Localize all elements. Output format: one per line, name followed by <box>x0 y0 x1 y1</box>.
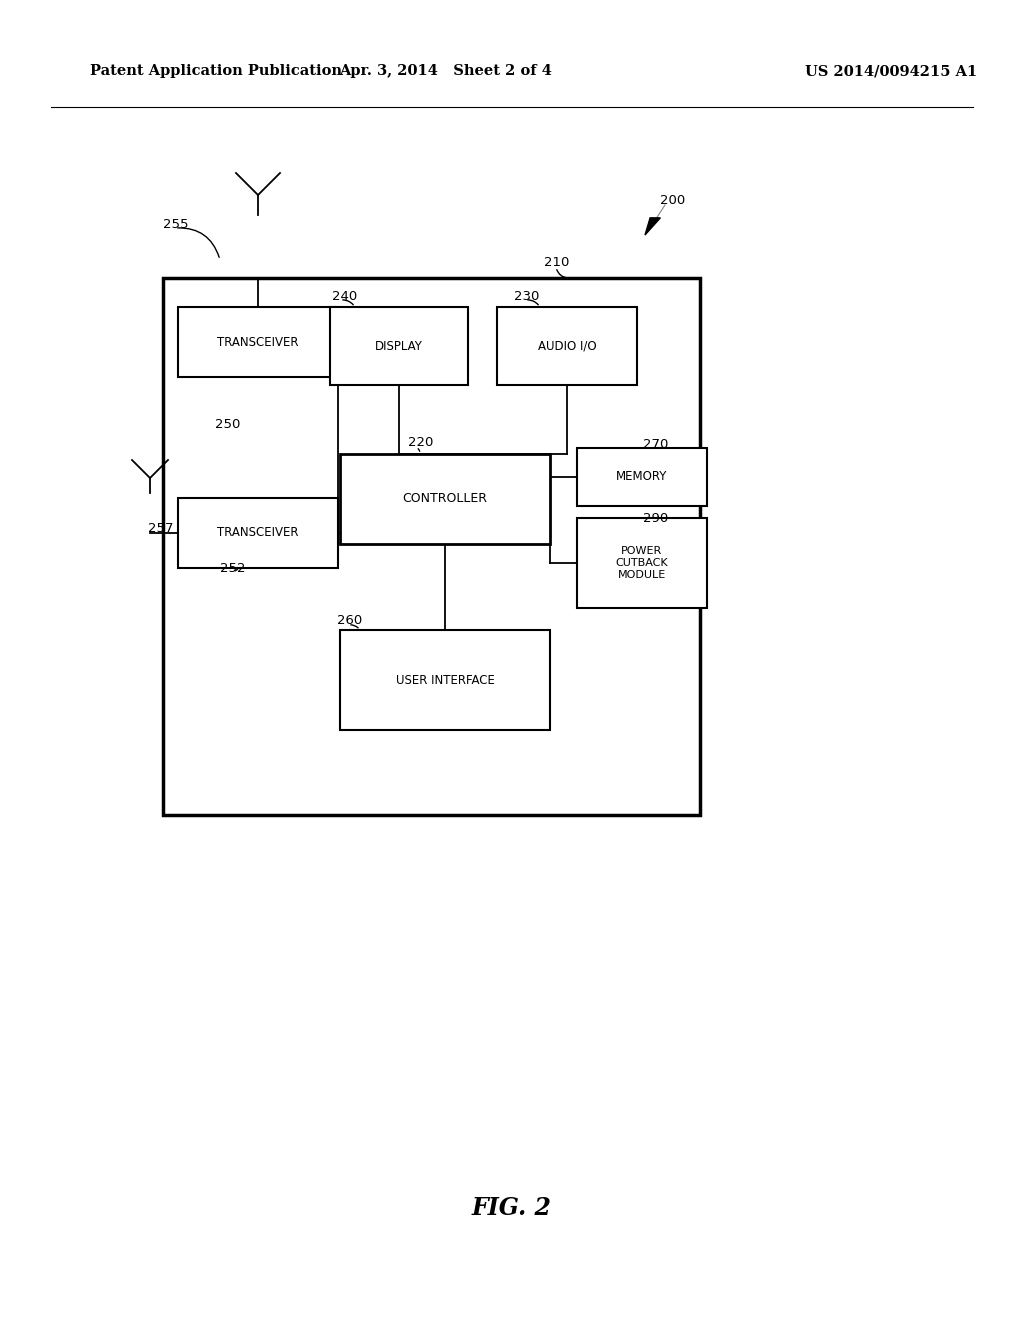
Bar <box>178 498 338 568</box>
Text: 260: 260 <box>337 615 362 627</box>
Text: 200: 200 <box>660 194 685 206</box>
Bar <box>163 279 700 814</box>
Text: 220: 220 <box>408 437 433 450</box>
Bar <box>340 630 550 730</box>
Text: MEMORY: MEMORY <box>616 470 668 483</box>
Text: 250: 250 <box>215 417 241 430</box>
Polygon shape <box>645 218 660 235</box>
Text: AUDIO I/O: AUDIO I/O <box>538 339 596 352</box>
Text: 252: 252 <box>220 561 246 574</box>
Text: 257: 257 <box>148 521 173 535</box>
Text: US 2014/0094215 A1: US 2014/0094215 A1 <box>805 65 977 78</box>
Text: Apr. 3, 2014   Sheet 2 of 4: Apr. 3, 2014 Sheet 2 of 4 <box>339 65 552 78</box>
Text: 255: 255 <box>163 218 188 231</box>
Bar <box>497 308 637 385</box>
Text: 290: 290 <box>643 511 669 524</box>
Text: 270: 270 <box>643 438 669 451</box>
Text: DISPLAY: DISPLAY <box>375 339 423 352</box>
Bar <box>340 454 550 544</box>
Text: FIG. 2: FIG. 2 <box>472 1196 552 1220</box>
Text: 210: 210 <box>544 256 569 268</box>
Bar <box>577 447 707 506</box>
Text: 240: 240 <box>332 289 357 302</box>
Text: CONTROLLER: CONTROLLER <box>402 492 487 506</box>
Text: Patent Application Publication: Patent Application Publication <box>90 65 342 78</box>
Text: 230: 230 <box>514 289 540 302</box>
Bar <box>178 308 338 378</box>
Bar <box>577 517 707 609</box>
Text: USER INTERFACE: USER INTERFACE <box>395 673 495 686</box>
Text: TRANSCEIVER: TRANSCEIVER <box>217 335 299 348</box>
Text: TRANSCEIVER: TRANSCEIVER <box>217 527 299 540</box>
Bar <box>330 308 468 385</box>
Text: POWER
CUTBACK
MODULE: POWER CUTBACK MODULE <box>615 546 669 579</box>
